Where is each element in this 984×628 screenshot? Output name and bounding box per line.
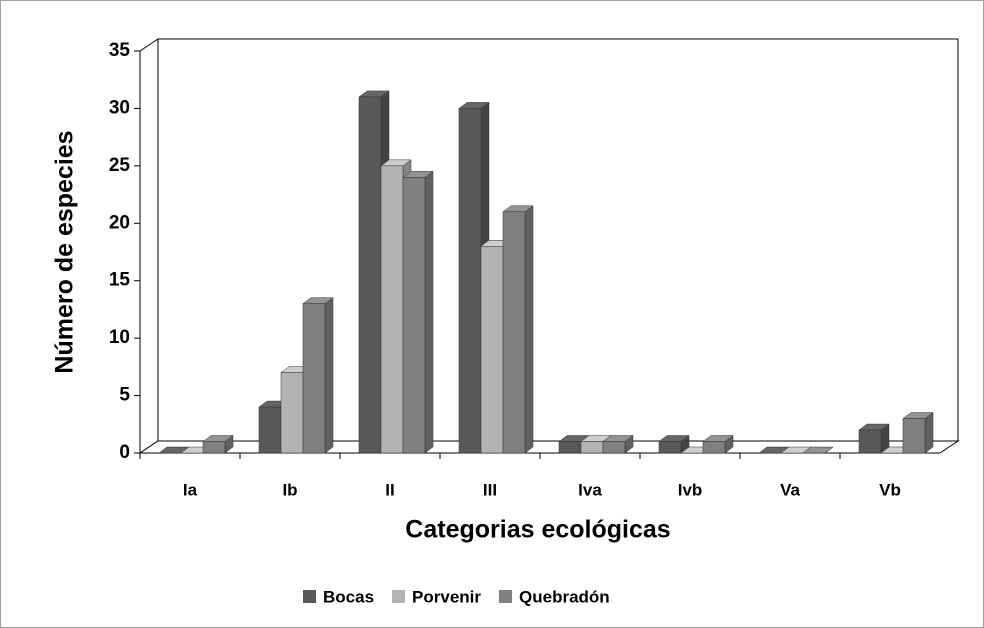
bar-side <box>524 205 534 454</box>
y-tick-label: 5 <box>119 385 130 406</box>
legend-label: Quebradón <box>519 587 610 606</box>
bar <box>580 441 604 454</box>
back-wall <box>157 38 959 442</box>
bar-side <box>924 412 934 454</box>
bar-side <box>324 297 334 454</box>
y-tick-label: 0 <box>119 442 130 463</box>
bar <box>858 429 882 454</box>
bar <box>258 406 282 454</box>
bar <box>458 108 482 454</box>
x-axis-label: Categorias ecológicas <box>405 516 670 544</box>
bar <box>502 211 526 454</box>
bar <box>902 418 926 454</box>
legend-swatch <box>392 590 406 603</box>
y-tick-label: 35 <box>109 40 131 61</box>
legend-label: Bocas <box>323 587 374 606</box>
x-tick-label: Ib <box>282 480 297 499</box>
x-tick-label: II <box>385 480 394 499</box>
bar <box>658 441 682 454</box>
bar <box>358 96 382 454</box>
x-tick-label: Vb <box>879 480 901 499</box>
bar <box>380 165 404 454</box>
bar <box>280 372 304 454</box>
y-tick-label: 10 <box>109 327 130 348</box>
x-tick-label: Ivb <box>678 480 703 499</box>
y-axis-label: Número de especies <box>51 130 79 373</box>
legend-swatch <box>499 590 513 603</box>
bar-top <box>802 446 834 454</box>
x-tick-label: Ia <box>183 480 198 499</box>
bar <box>480 246 504 454</box>
bar <box>702 441 726 454</box>
bar <box>202 441 226 454</box>
side-wall <box>139 38 159 454</box>
x-tick-label: III <box>483 480 497 499</box>
bar <box>302 303 326 454</box>
y-tick-label: 25 <box>109 155 131 176</box>
legend-swatch <box>303 590 316 603</box>
bar-side <box>424 170 434 454</box>
y-tick-label: 30 <box>109 97 130 118</box>
y-tick-label: 15 <box>109 270 131 291</box>
bar <box>558 441 582 454</box>
y-tick-label: 20 <box>109 212 130 233</box>
bar <box>402 177 426 454</box>
bar <box>602 441 626 454</box>
x-tick-label: Iva <box>578 480 602 499</box>
x-tick-label: Va <box>780 480 800 499</box>
legend-label: Porvenir <box>412 587 481 606</box>
